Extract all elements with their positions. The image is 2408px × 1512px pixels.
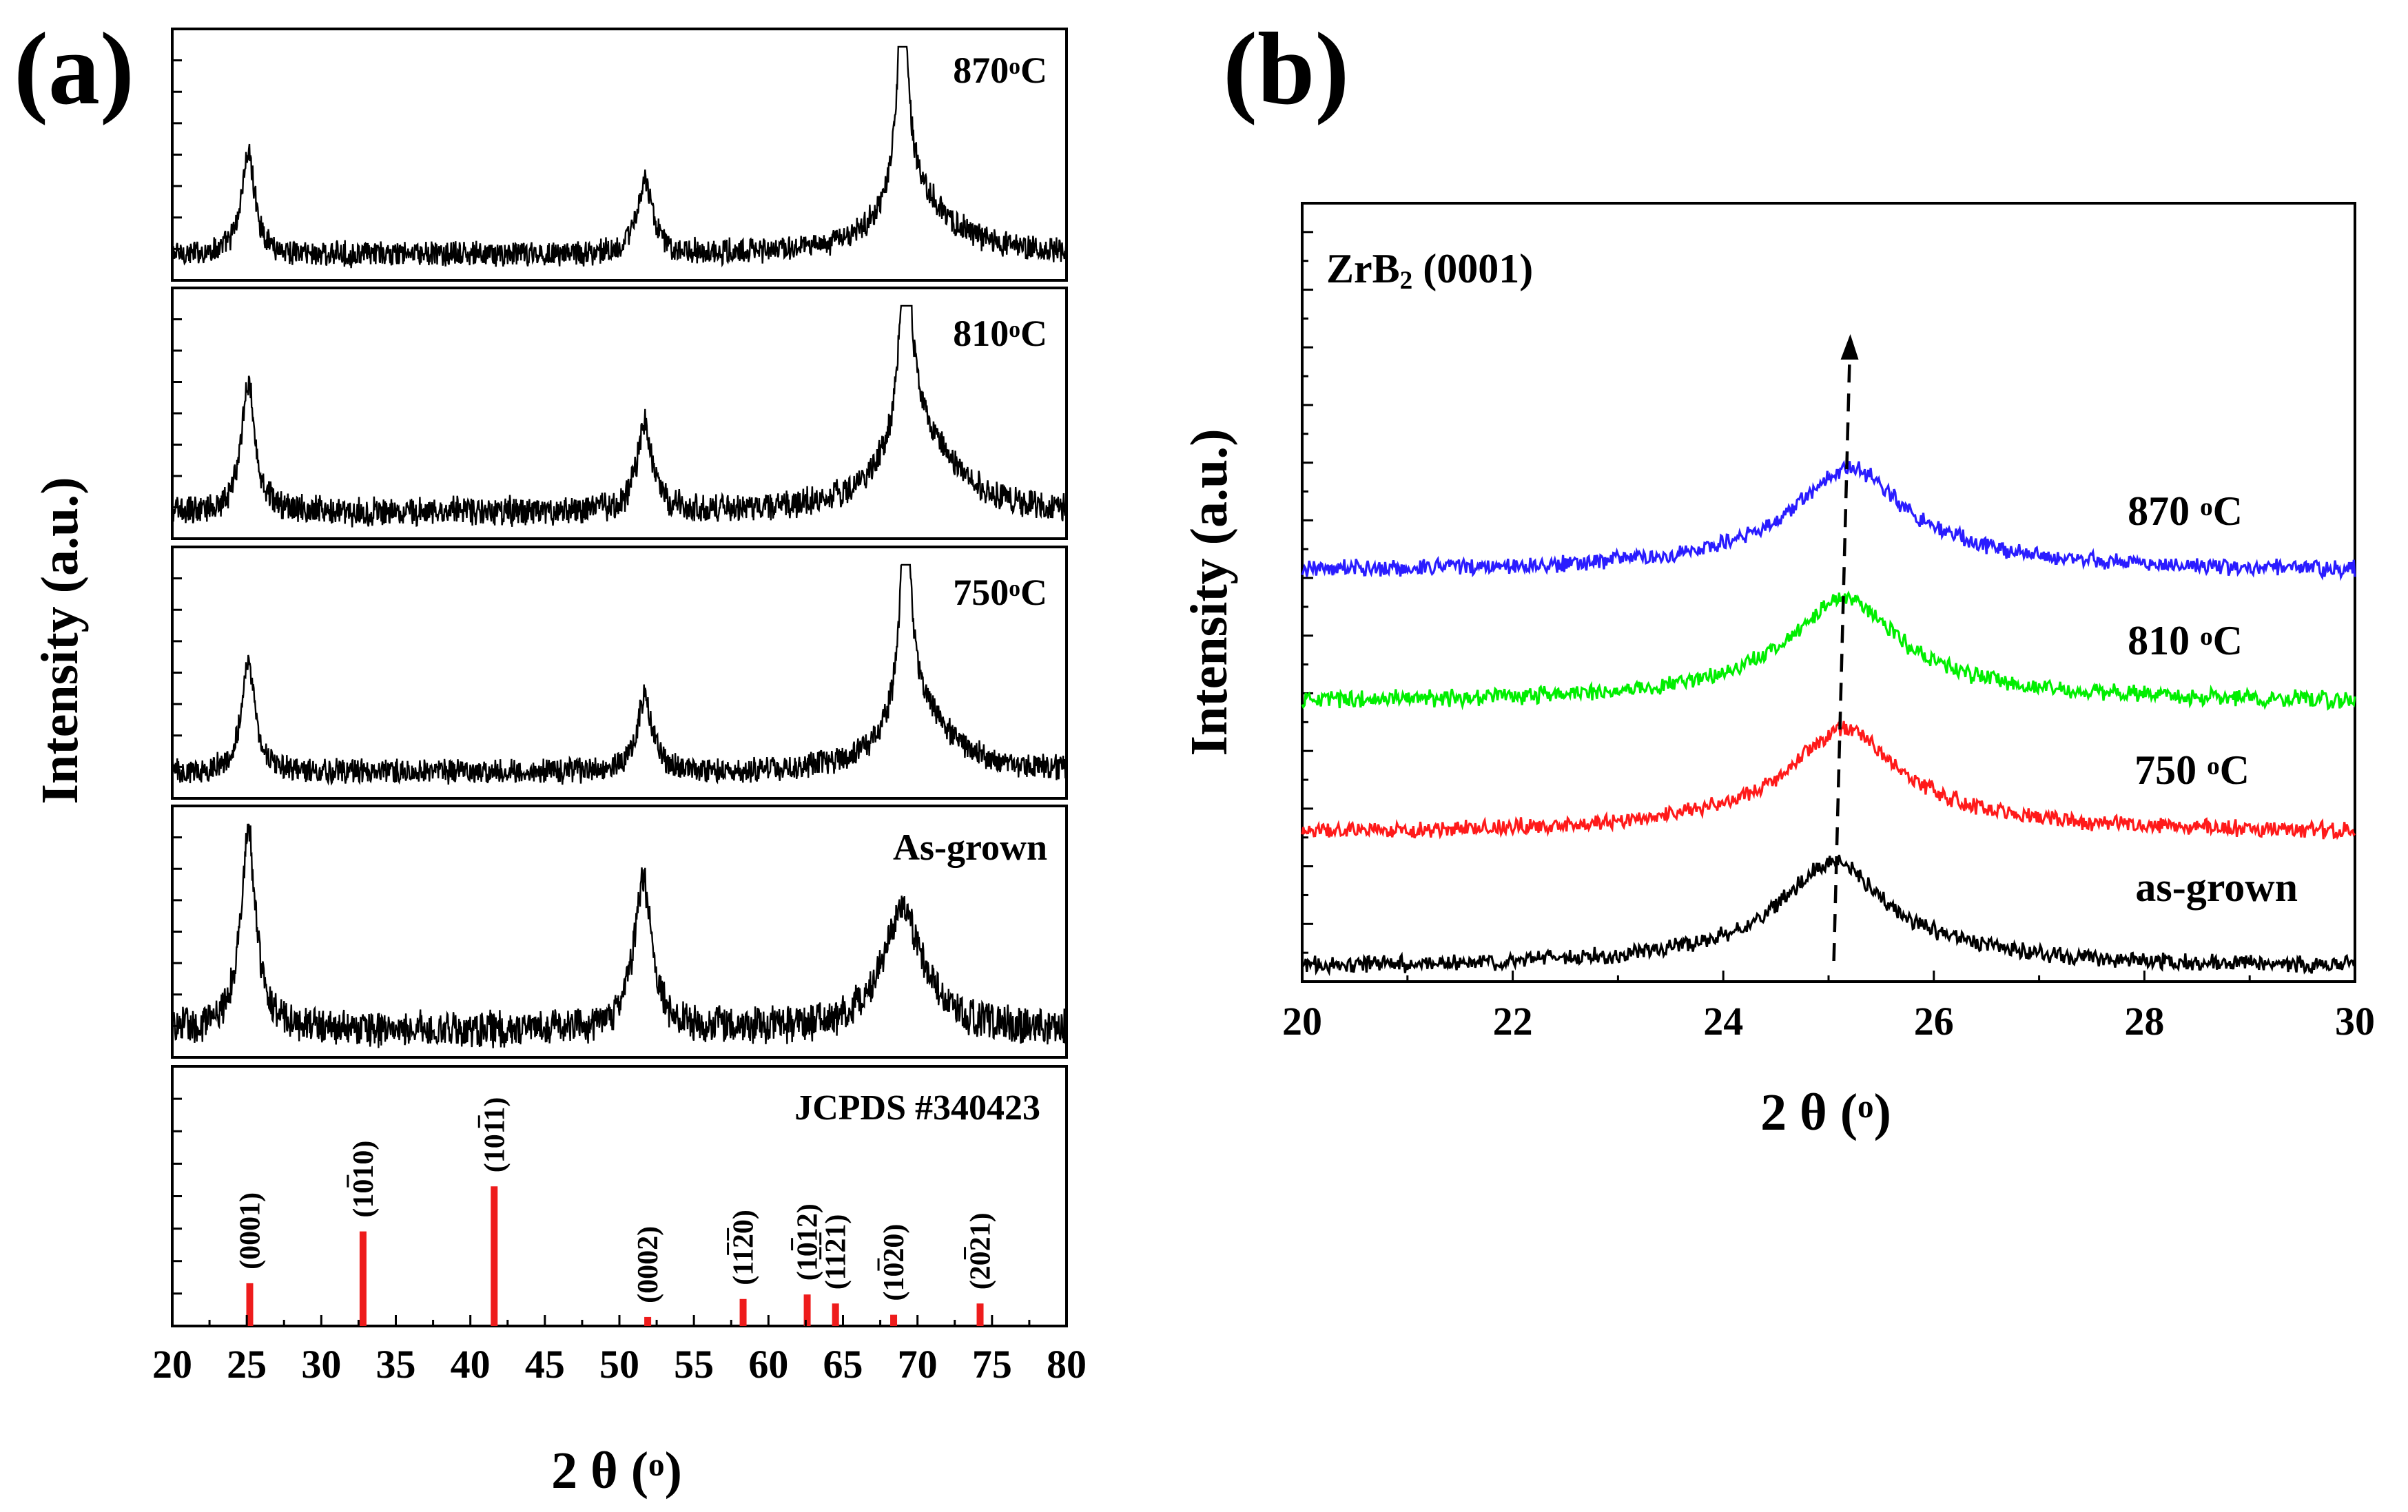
reference-line: [359, 1231, 367, 1326]
x-axis-title-a-tail: ): [665, 1442, 682, 1500]
hkl-label-4: (0002): [632, 1226, 664, 1303]
annotation-zrb2: ZrB2 (0001): [1326, 246, 1533, 295]
x-tick-label: 25: [227, 1342, 267, 1387]
x-tick-label: 24: [1703, 999, 1743, 1044]
reference-line: [976, 1303, 984, 1326]
series-label-b-2: 810 oC: [2128, 618, 2243, 663]
series-line-3: [171, 563, 1068, 786]
series-label-2: 810oC: [953, 313, 1047, 354]
series-label-b-2-tail: C: [2213, 618, 2243, 663]
hkl-label-2: (1010): [348, 1141, 380, 1218]
hkl-label-6: (1012): [792, 1203, 824, 1281]
series-line-1: [171, 45, 1068, 269]
y-axis-title-a: Intensity (a.u.): [31, 477, 89, 804]
series-label-3-text: 750: [953, 572, 1009, 613]
hkl-label-9: (2021): [965, 1212, 997, 1290]
x-tick-label: 75: [972, 1342, 1012, 1387]
series-label-2-tail: C: [1020, 313, 1047, 354]
series-label-3-sup: o: [1009, 576, 1020, 601]
reference-line: [739, 1298, 747, 1326]
x-tick-label: 80: [1047, 1342, 1087, 1387]
x-axis-title-b-text: 2 θ (: [1760, 1084, 1858, 1141]
x-tick-label: 28: [2124, 999, 2164, 1044]
series-label-2-sup: o: [1009, 317, 1020, 342]
reference-title: JCPDS #340423: [794, 1088, 1040, 1128]
reference-line: [491, 1186, 498, 1326]
panel-b-bg: [1182, 172, 2408, 1150]
x-tick-label: 60: [748, 1342, 788, 1387]
series-label-b-2-text: 810: [2128, 618, 2200, 663]
series-line-750-c: [1301, 721, 2356, 840]
reference-line: [832, 1303, 839, 1326]
x-tick-label: 40: [451, 1342, 491, 1387]
x-tick-label: 20: [1282, 999, 1322, 1044]
x-tick-label: 30: [301, 1342, 341, 1387]
series-label-4: As-grown: [893, 827, 1047, 868]
panel-a-label: (a): [14, 12, 134, 126]
series-label-4-text: As-grown: [893, 827, 1047, 868]
series-line-2: [171, 304, 1068, 528]
x-tick-label: 45: [525, 1342, 565, 1387]
series-label-b-3-sup: o: [2207, 752, 2220, 780]
series-label-b-4: as-grown: [2135, 864, 2298, 910]
series-label-b-1-text: 870: [2128, 488, 2200, 534]
x-axis-title-a: 2 θ (o): [551, 1442, 682, 1500]
x-tick-label: 26: [1914, 999, 1954, 1044]
series-label-b-3-text: 750: [2134, 747, 2207, 793]
reference-line: [246, 1283, 254, 1326]
series-line-as-grown: [1301, 854, 2356, 977]
arrow-head: [1840, 334, 1859, 360]
panel-b-label: (b): [1223, 12, 1349, 126]
series-line-4: [171, 823, 1068, 1048]
hkl-label-3: (1011): [479, 1097, 511, 1173]
hkl-label-8: (1020): [878, 1224, 910, 1301]
x-axis-title-b-tail: ): [1874, 1084, 1891, 1141]
reference-line: [644, 1316, 652, 1326]
series-label-1-tail: C: [1020, 50, 1047, 91]
x-axis-title-b: 2 θ (o): [1760, 1084, 1891, 1141]
series-label-2-text: 810: [953, 313, 1009, 354]
x-tick-label: 70: [898, 1342, 938, 1387]
series-label-b-4-text: as-grown: [2135, 864, 2298, 910]
x-axis-title-a-sup: o: [648, 1447, 665, 1483]
series-label-b-3: 750 oC: [2134, 747, 2250, 793]
x-axis-title-a-text: 2 θ (: [551, 1442, 648, 1500]
x-tick-label: 30: [2335, 999, 2375, 1044]
y-axis-title-b: Intensity (a.u.): [1180, 428, 1238, 756]
series-label-1-text: 870: [953, 50, 1009, 91]
hkl-label-7: (1121): [821, 1214, 852, 1290]
series-label-b-3-tail: C: [2220, 747, 2250, 793]
series-label-b-2-sup: o: [2200, 623, 2213, 651]
x-tick-label: 35: [376, 1342, 416, 1387]
series-label-b-1: 870 oC: [2128, 488, 2243, 534]
x-tick-label: 65: [823, 1342, 863, 1387]
series-label-3: 750oC: [953, 572, 1047, 613]
series-label-1-sup: o: [1009, 54, 1020, 79]
series-line-810-c: [1301, 590, 2356, 711]
x-tick-label: 22: [1493, 999, 1533, 1044]
x-axis-title-b-sup: o: [1858, 1089, 1874, 1125]
annotation-zrb2-text: ZrB: [1326, 246, 1400, 291]
reference-line: [890, 1314, 898, 1326]
panel-a-bg: [165, 21, 1075, 1336]
peak-shift-arrow: [1832, 358, 1851, 962]
hkl-label-5: (1120): [728, 1210, 760, 1285]
hkl-label-1: (0001): [234, 1192, 266, 1270]
x-tick-label: 20: [152, 1342, 192, 1387]
annotation-zrb2-tail: (0001): [1412, 246, 1533, 291]
annotation-zrb2-sub: 2: [1400, 267, 1413, 295]
series-label-1: 870oC: [953, 50, 1047, 91]
series-line-870-c: [1301, 459, 2356, 581]
series-label-b-1-sup: o: [2200, 493, 2213, 521]
series-label-3-tail: C: [1020, 572, 1047, 613]
reference-line: [803, 1294, 811, 1326]
x-tick-label: 55: [674, 1342, 714, 1387]
series-label-b-1-tail: C: [2213, 488, 2243, 534]
x-tick-label: 50: [599, 1342, 639, 1387]
